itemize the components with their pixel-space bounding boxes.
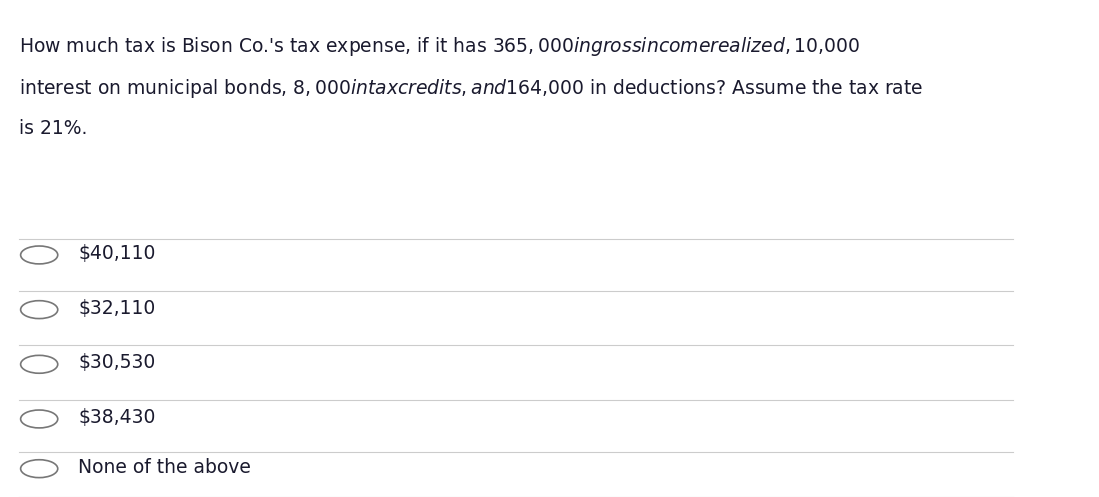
- Text: None of the above: None of the above: [78, 458, 252, 477]
- Text: interest on municipal bonds, $8,000 in tax credits, and $164,000 in deductions? : interest on municipal bonds, $8,000 in t…: [19, 77, 923, 100]
- Text: $30,530: $30,530: [78, 353, 156, 372]
- Text: How much tax is Bison Co.'s tax expense, if it has $365,000 in gross income real: How much tax is Bison Co.'s tax expense,…: [19, 35, 859, 58]
- Text: $40,110: $40,110: [78, 244, 156, 263]
- Text: $38,430: $38,430: [78, 408, 156, 427]
- Text: $32,110: $32,110: [78, 299, 156, 318]
- Text: is 21%.: is 21%.: [19, 119, 87, 138]
